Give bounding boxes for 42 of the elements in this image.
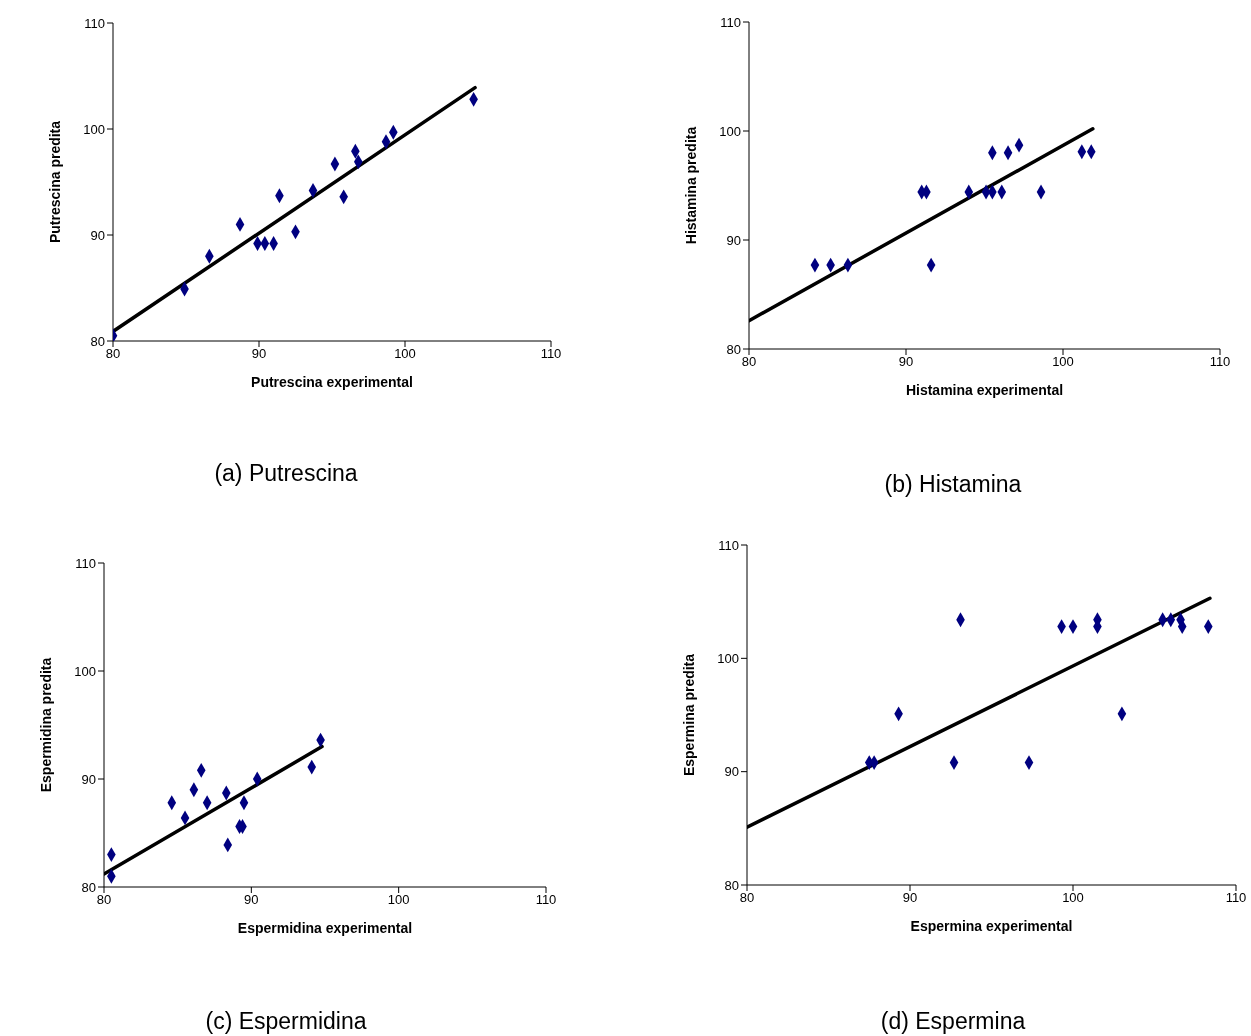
x-tick-label: 100 xyxy=(1052,354,1074,370)
y-tick-label: 100 xyxy=(74,663,96,679)
x-tick-label: 110 xyxy=(1209,354,1231,370)
y-axis-title: Histamina predita xyxy=(682,126,699,245)
text: (d) Espermina xyxy=(879,1008,1027,1035)
x-tick-label: 110 xyxy=(535,892,557,908)
y-tick-label: 100 xyxy=(719,123,741,139)
x-tick-label: 80 xyxy=(105,346,121,362)
y-tick-label: 80 xyxy=(81,879,96,895)
y-tick-label: 90 xyxy=(726,232,741,248)
x-tick-label: 90 xyxy=(898,354,914,370)
y-tick-label: 90 xyxy=(81,771,96,787)
x-tick-label: 110 xyxy=(1225,890,1247,906)
y-tick-label: 80 xyxy=(90,333,105,349)
x-tick-label: 80 xyxy=(741,354,757,370)
x-tick-label: 90 xyxy=(244,892,259,908)
y-axis-title: Putrescina predita xyxy=(46,120,63,244)
y-tick-label: 110 xyxy=(718,537,739,553)
x-tick-label: 100 xyxy=(394,346,416,362)
x-tick-label: 90 xyxy=(251,346,267,362)
x-axis-title: Histamina experimental xyxy=(905,382,1064,398)
y-tick-label: 90 xyxy=(724,764,739,780)
x-axis-title: Espermina experimental xyxy=(910,918,1073,934)
y-tick-label: 80 xyxy=(724,877,739,893)
y-tick-label: 90 xyxy=(90,227,105,243)
x-tick-label: 100 xyxy=(387,892,410,908)
x-axis-title: Putrescina experimental xyxy=(251,374,413,390)
text: (b) Histamina xyxy=(883,471,1023,498)
x-axis-title: Espermidina experimental xyxy=(237,920,413,936)
y-axis-title: Espermina predita xyxy=(680,653,697,777)
y-axis-title: Espermidina predita xyxy=(37,657,54,793)
y-tick-label: 110 xyxy=(720,14,741,30)
x-tick-label: 80 xyxy=(739,890,755,906)
x-tick-label: 100 xyxy=(1062,890,1084,906)
text: (a) Putrescina xyxy=(213,460,359,487)
x-tick-label: 90 xyxy=(902,890,918,906)
text: (c) Espermidina xyxy=(204,1008,368,1035)
y-tick-label: 110 xyxy=(84,15,105,31)
y-tick-label: 100 xyxy=(717,650,739,666)
x-tick-label: 110 xyxy=(540,346,562,362)
y-tick-label: 110 xyxy=(75,555,96,571)
y-tick-label: 100 xyxy=(83,121,105,137)
